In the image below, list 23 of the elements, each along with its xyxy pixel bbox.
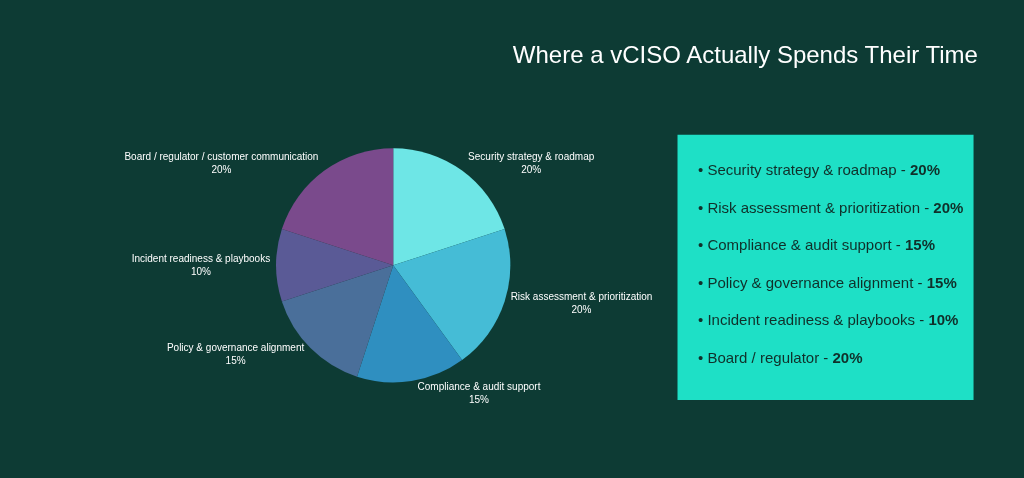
text: • Policy & governance alignment - 15% xyxy=(698,274,957,291)
data-label: 15% xyxy=(468,393,490,405)
pie-slice xyxy=(393,229,511,361)
slice-label: Security strategy & roadmap xyxy=(468,150,595,162)
pie-slice xyxy=(357,265,463,383)
pie-slice xyxy=(276,229,394,302)
slice-label: Risk assessment & prioritization xyxy=(510,290,653,302)
data-label: 20% xyxy=(521,163,542,175)
data-label: 20% xyxy=(211,163,232,175)
text: • Compliance & audit support - 15% xyxy=(698,236,936,253)
slice-label: Incident readiness & playbooks xyxy=(131,253,271,265)
text: Where a vCISO Actually Spends Their Time xyxy=(512,41,978,69)
pie-slice xyxy=(393,148,505,266)
text: • Risk assessment & prioritization - 20% xyxy=(698,199,964,216)
text: • Incident readiness & playbooks - 10% xyxy=(698,311,959,328)
slice-label: Policy & governance alignment xyxy=(166,342,305,354)
slice-label: Board / regulator / customer communication xyxy=(124,150,319,162)
data-label: 10% xyxy=(190,266,212,278)
text: • Security strategy & roadmap - 20% xyxy=(698,161,941,178)
data-label: 15% xyxy=(225,355,246,367)
slice-label: Compliance & audit support xyxy=(417,380,541,392)
text: • Board / regulator - 20% xyxy=(698,349,863,366)
data-label: 20% xyxy=(571,303,592,315)
